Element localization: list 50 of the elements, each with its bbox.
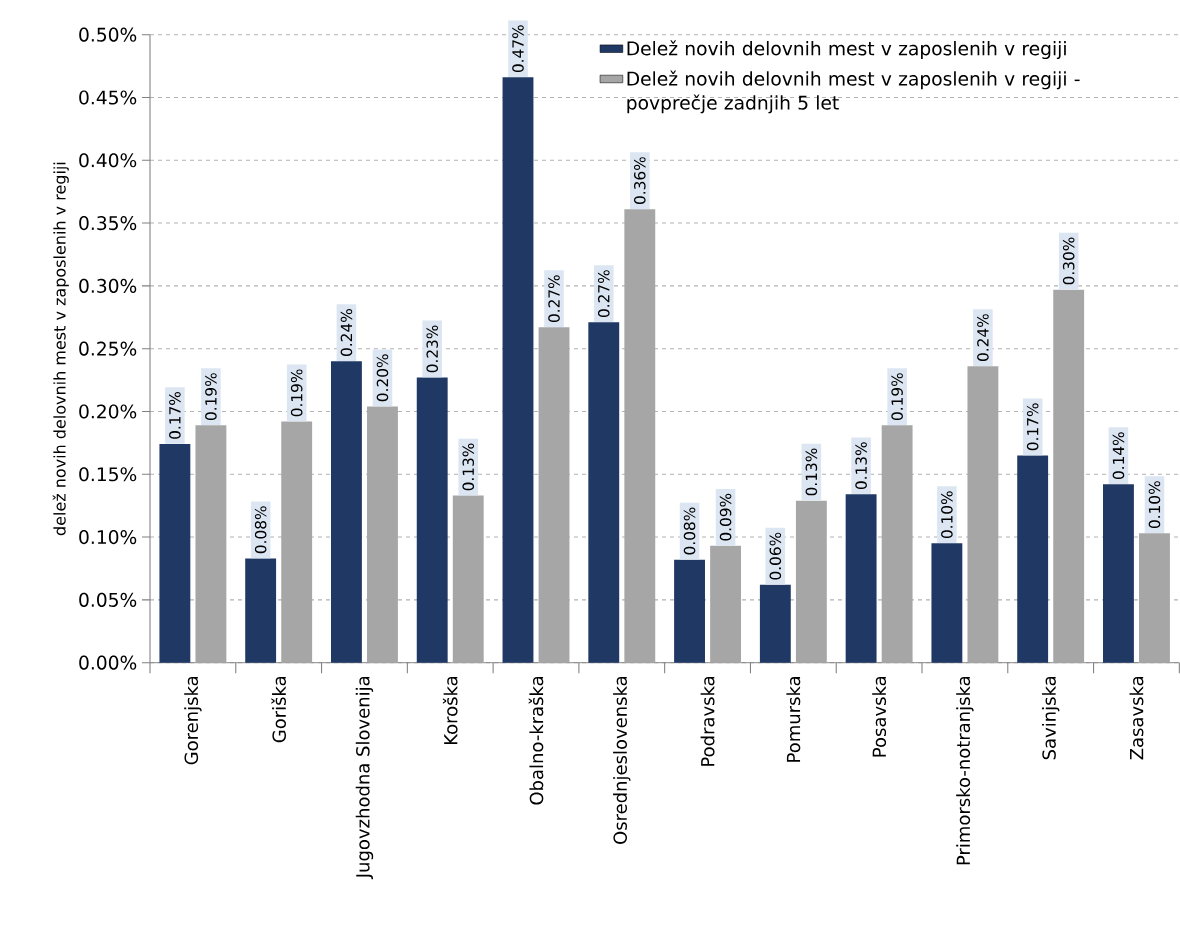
data-label: 0.27% — [548, 275, 560, 323]
data-label: 0.24% — [977, 314, 989, 361]
data-label: 0.19% — [891, 373, 903, 421]
data-label: 0.14% — [1112, 432, 1125, 480]
x-tick-label: Koroška — [442, 677, 458, 745]
data-label: 0.09% — [719, 493, 732, 541]
y-tick-label: 0.35% — [79, 216, 137, 231]
data-label: 0.13% — [855, 442, 867, 490]
legend-label: Delež novih delovnih mest v zaposlenih v regiji — [627, 40, 1066, 60]
x-tick-label: Obalno-kraška — [528, 677, 544, 805]
x-tick-label: Podravska — [700, 677, 715, 766]
x-tick-label: Primorsko-notranjska — [956, 677, 974, 865]
x-tick-label: Osrednjeslovenska — [613, 677, 631, 844]
data-label: 0.20% — [376, 354, 389, 402]
y-tick-label: 0.45% — [79, 90, 137, 105]
data-label: 0.30% — [1062, 237, 1075, 285]
y-tick-label: 0.20% — [79, 404, 137, 419]
x-tick-label: Savinjska — [1041, 676, 1060, 760]
data-label: 0.19% — [205, 373, 217, 421]
data-label: 0.06% — [769, 532, 782, 580]
y-axis-title: delež novih delovnih mest v zaposlenih v regiji — [52, 162, 69, 536]
y-tick-label: 0.40% — [79, 153, 137, 168]
data-label: 0.10% — [1148, 481, 1161, 529]
y-tick-label: 0.00% — [79, 655, 137, 670]
data-label: 0.23% — [426, 325, 438, 373]
data-label: 0.10% — [941, 491, 953, 539]
data-label: 0.13% — [805, 448, 818, 496]
y-tick-label: 0.05% — [79, 592, 137, 607]
data-label: 0.47% — [512, 25, 524, 73]
y-tick-label: 0.30% — [79, 278, 137, 293]
data-label: 0.17% — [169, 392, 181, 439]
x-tick-label: Posavska — [872, 677, 887, 757]
data-label: 0.08% — [683, 507, 696, 555]
y-tick-label: 0.25% — [79, 341, 137, 356]
y-tick-label: 0.50% — [79, 27, 137, 42]
legend-label: Delež novih delovnih mest v zaposlenih v regiji - povprečje zadnjih 5 let — [627, 70, 1080, 114]
data-label: 0.19% — [290, 369, 303, 417]
y-tick-label: 0.10% — [79, 530, 137, 545]
x-tick-label: Gorenjska — [184, 677, 202, 765]
data-label: 0.13% — [462, 443, 475, 491]
x-tick-label: Zasavska — [1129, 677, 1144, 760]
data-label: 0.24% — [340, 309, 353, 356]
x-tick-label: Goriška — [271, 677, 286, 743]
data-label: 0.27% — [597, 270, 610, 318]
data-label: 0.08% — [254, 506, 267, 554]
data-label: 0.17% — [1026, 403, 1039, 451]
data-label: 0.36% — [634, 157, 646, 204]
y-tick-label: 0.15% — [79, 467, 137, 482]
x-tick-label: Jugovzhodna Slovenija — [355, 676, 374, 880]
x-tick-label: Pomurska — [786, 677, 801, 762]
